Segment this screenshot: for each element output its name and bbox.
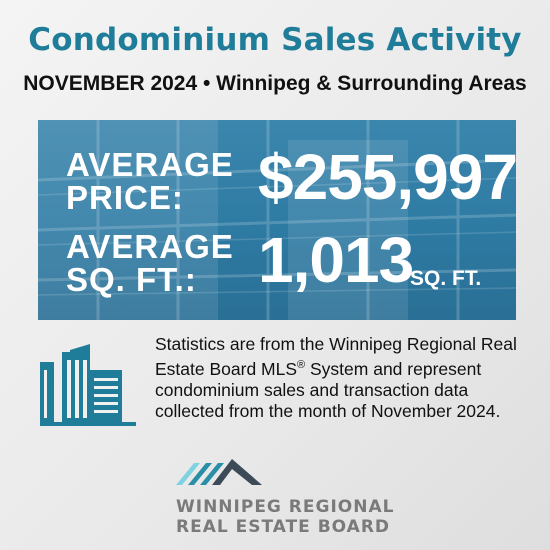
logo-line2: REAL ESTATE BOARD	[176, 517, 391, 537]
building-photo-background	[38, 120, 516, 320]
sqft-label-line2: SQ. FT.:	[66, 261, 197, 298]
roof-logo-icon	[176, 459, 262, 485]
statistics-description: Statistics are from the Winnipeg Regiona…	[155, 334, 535, 422]
building-icon	[40, 344, 136, 426]
average-sqft-value: 1,013	[258, 224, 414, 296]
page-title: Condominium Sales Activity	[28, 22, 522, 58]
page-subtitle: NOVEMBER 2024 • Winnipeg & Surrounding A…	[23, 72, 527, 95]
registered-mark: ®	[297, 359, 306, 371]
sqft-label-line1: AVERAGE	[66, 228, 234, 265]
description-part2: System and represent condominium sales a…	[155, 358, 501, 421]
logo-line1: WINNIPEG REGIONAL	[176, 497, 395, 517]
average-price-value: $255,997	[258, 141, 516, 213]
stats-panel: AVERAGE PRICE: $255,997 AVERAGE SQ. FT.:…	[38, 120, 516, 320]
price-label-line2: PRICE:	[66, 179, 184, 216]
price-label-line1: AVERAGE	[66, 146, 234, 183]
description-part1: Statistics are from the Winnipeg Regiona…	[155, 334, 517, 379]
sqft-unit: SQ. FT.	[410, 267, 482, 290]
